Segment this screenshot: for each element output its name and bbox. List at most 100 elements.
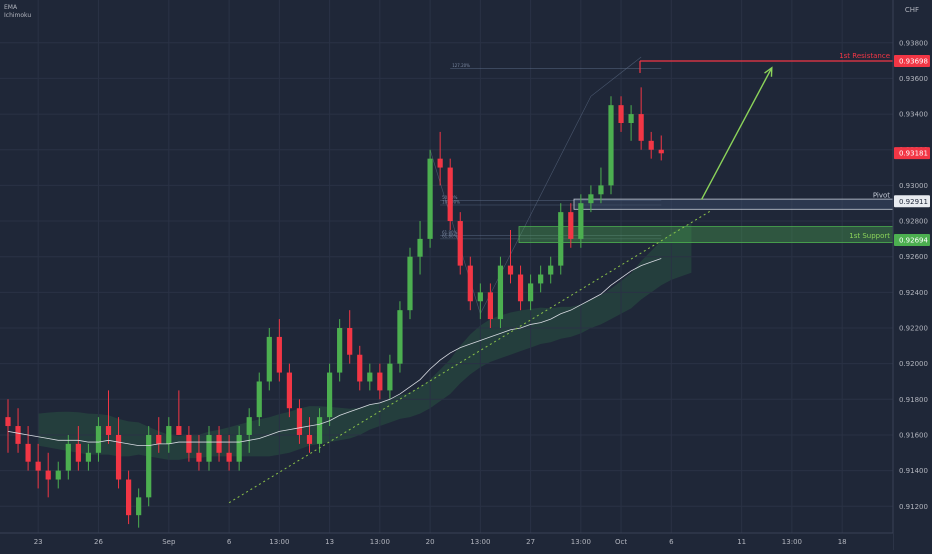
candle-body-24: [246, 417, 252, 435]
price-tick-6: 0.92600: [899, 253, 928, 261]
time-axis-bg: [0, 533, 893, 550]
time-tick-14: 13:00: [782, 538, 802, 546]
candle-body-49: [497, 265, 504, 320]
candle-body-28: [286, 372, 292, 409]
price-badge-bg-2: [894, 195, 930, 208]
candle-body-37: [377, 372, 383, 391]
candle-body-25: [256, 381, 262, 418]
level-name-1: Pivot: [873, 191, 890, 199]
time-tick-13: 11: [737, 538, 746, 546]
currency-label: CHF: [905, 6, 919, 14]
candle-body-22: [226, 452, 232, 462]
rising-trendline: [228, 209, 712, 504]
candle-body-48: [487, 292, 493, 320]
candlestick-series: [5, 87, 664, 528]
candle-body-13: [136, 497, 142, 516]
time-tick-15: 18: [838, 538, 847, 546]
candle-body-7: [75, 443, 81, 462]
ema-line: [7, 258, 662, 447]
ema-path: [7, 258, 662, 447]
candle-body-65: [658, 149, 664, 154]
projection-arrow-head: [764, 66, 773, 77]
price-tick-5: 0.92800: [899, 218, 928, 226]
candle-body-53: [538, 274, 544, 284]
pivot-zone: [573, 198, 894, 210]
candle-body-18: [186, 434, 192, 453]
candle-body-11: [115, 434, 122, 480]
price-axis[interactable]: CHF0.938000.936000.934000.932000.930000.…: [892, 0, 932, 550]
candle-body-27: [276, 336, 282, 373]
indicator-ichimoku-label[interactable]: Ichimoku: [4, 12, 32, 19]
candle-body-64: [648, 140, 654, 150]
time-tick-11: Oct: [615, 538, 627, 546]
candle-body-52: [528, 283, 534, 302]
candle-body-29: [296, 408, 303, 435]
candle-body-50: [507, 265, 514, 275]
time-tick-3: 6: [227, 538, 232, 546]
candle-body-45: [457, 221, 463, 266]
time-tick-2: Sep: [162, 538, 176, 546]
price-badge-3: 0.92694: [899, 237, 928, 245]
candle-body-58: [588, 194, 594, 204]
candle-body-10: [105, 426, 112, 435]
candle-body-57: [578, 203, 584, 239]
price-tick-7: 0.92400: [899, 289, 928, 297]
candle-body-5: [55, 470, 61, 480]
level-name-0: 1st Resistance: [839, 52, 890, 60]
projection-arrow-shaft: [700, 67, 773, 200]
candle-body-36: [367, 372, 373, 382]
time-tick-1: 26: [94, 538, 103, 546]
price-badge-0: 0.93698: [899, 58, 928, 66]
candle-body-2: [25, 443, 31, 462]
price-tick-1: 0.93600: [899, 75, 928, 83]
candle-body-46: [467, 265, 473, 302]
indicator-legend: EMA Ichimoku: [4, 4, 31, 20]
time-axis[interactable]: 23 26 Sep 6 13:00 13 13:00 20 13:00 27 13:00 Oct 6 11…: [0, 532, 893, 550]
price-axis-bg: [893, 0, 932, 550]
candle-body-61: [618, 105, 624, 123]
candle-body-21: [216, 434, 222, 453]
candle-body-33: [337, 328, 343, 373]
time-tick-12: 6: [669, 538, 674, 546]
fib-zigzag: [429, 56, 642, 315]
candle-body-0: [5, 417, 11, 427]
fib-label-4: 61.80%: [442, 233, 457, 238]
annotations: 1st Resistance Pivot 1st Support: [228, 52, 890, 504]
candle-body-17: [176, 426, 182, 435]
candle-body-54: [548, 265, 554, 275]
price-badge-2: 0.92911: [899, 198, 928, 206]
level-name-2: 1st Support: [849, 232, 890, 240]
fib-label-0: 127.20%: [452, 63, 470, 68]
time-tick-8: 13:00: [470, 538, 490, 546]
candle-body-38: [387, 363, 393, 391]
support-resistance-zones: [518, 60, 894, 244]
time-tick-9: 27: [526, 538, 535, 546]
candle-body-4: [45, 470, 51, 480]
candle-body-44: [447, 167, 453, 222]
candle-body-41: [417, 238, 423, 257]
candle-body-12: [126, 479, 132, 516]
candle-body-42: [427, 158, 433, 239]
candle-body-47: [477, 292, 483, 302]
time-tick-5: 13: [325, 538, 334, 546]
price-tick-11: 0.91600: [899, 431, 928, 439]
indicator-ema-label[interactable]: EMA: [4, 4, 18, 11]
price-tick-9: 0.92000: [899, 360, 928, 368]
candle-body-30: [306, 434, 313, 444]
candle-body-55: [558, 212, 564, 266]
price-badge-bg-0: [894, 54, 930, 67]
candle-body-20: [206, 434, 212, 462]
candle-body-8: [85, 452, 91, 462]
price-badge-bg-1: [894, 147, 930, 160]
price-badge-bg-3: [894, 233, 930, 246]
time-tick-6: 13:00: [370, 538, 390, 546]
support-zone: [518, 226, 894, 244]
candle-body-32: [327, 372, 333, 418]
candle-body-59: [598, 185, 604, 195]
fib-label-3: 61.80%: [442, 230, 457, 235]
ichimoku-cloud: [38, 222, 692, 460]
time-tick-10: 13:00: [571, 538, 591, 546]
price-badge-1: 0.93181: [899, 150, 928, 158]
